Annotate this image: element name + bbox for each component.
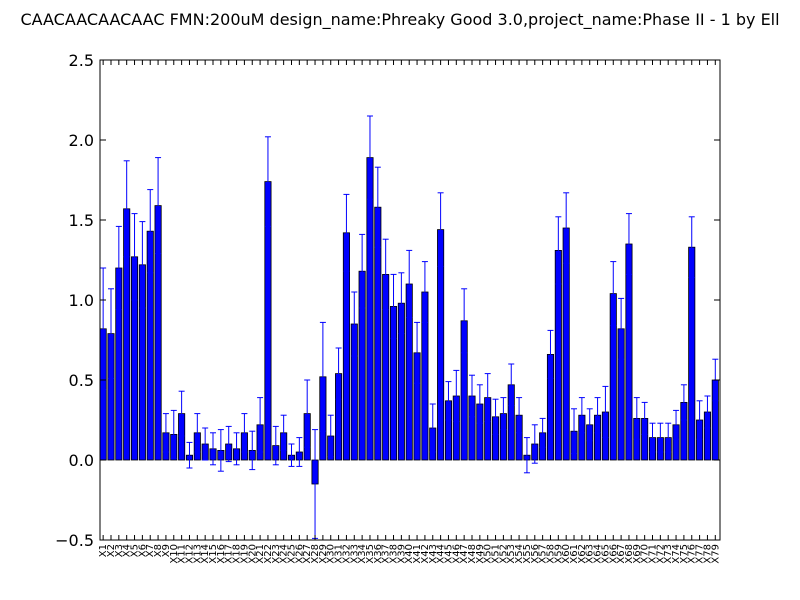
xtick-label: X15 xyxy=(208,544,219,564)
xtick-label: X39 xyxy=(396,544,407,564)
xtick-label: X34 xyxy=(357,544,368,564)
xtick-label: X7 xyxy=(145,544,156,557)
xtick-label: X52 xyxy=(498,544,509,564)
y-axis: −0.5 0.0 0.5 1.0 1.5 2.0 2.5 xyxy=(55,51,720,550)
xtick-label: X9 xyxy=(161,544,172,557)
xtick-label: X64 xyxy=(593,544,604,564)
xtick-label: X6 xyxy=(137,544,148,557)
xtick-label: X75 xyxy=(679,544,690,564)
xtick-label: X5 xyxy=(130,544,141,557)
xtick-label: X74 xyxy=(671,544,682,564)
xtick-label: X50 xyxy=(483,544,494,564)
xtick-label: X27 xyxy=(302,544,313,564)
xtick-label: X10 xyxy=(169,544,180,564)
xtick-label: X1 xyxy=(98,544,109,557)
xtick-label: X35 xyxy=(365,544,376,564)
xtick-label: X42 xyxy=(420,544,431,564)
xtick-label: X59 xyxy=(553,544,564,564)
xtick-label: X51 xyxy=(491,544,502,564)
xtick-label: X57 xyxy=(538,544,549,564)
ytick-label: 2.5 xyxy=(69,51,94,70)
xtick-label: X46 xyxy=(451,544,462,564)
xtick-label: X2 xyxy=(106,544,117,557)
xtick-label: X37 xyxy=(381,544,392,564)
xtick-label: X25 xyxy=(286,544,297,564)
xtick-label: X19 xyxy=(239,544,250,564)
xtick-label: X69 xyxy=(632,544,643,564)
xtick-label: X76 xyxy=(687,544,698,564)
xtick-label: X24 xyxy=(279,544,290,564)
ytick-label: 0.5 xyxy=(69,371,94,390)
xtick-label: X3 xyxy=(114,544,125,557)
xtick-label: X62 xyxy=(577,544,588,564)
xtick-label: X72 xyxy=(655,544,666,564)
xtick-label: X38 xyxy=(389,544,400,564)
xtick-label: X49 xyxy=(475,544,486,564)
xtick-label: X4 xyxy=(122,544,133,557)
xtick-label: X33 xyxy=(349,544,360,564)
ytick-label: 1.0 xyxy=(69,291,94,310)
xtick-label: X73 xyxy=(663,544,674,564)
xtick-label: X48 xyxy=(467,544,478,564)
xtick-label: X32 xyxy=(341,544,352,564)
xtick-label: X12 xyxy=(184,544,195,564)
xtick-label: X79 xyxy=(710,544,721,564)
xtick-label: X60 xyxy=(561,544,572,564)
xtick-label: X56 xyxy=(530,544,541,564)
bars-layer xyxy=(99,157,719,485)
bar-X35 xyxy=(366,157,374,461)
xtick-label: X65 xyxy=(600,544,611,564)
xtick-label: X36 xyxy=(373,544,384,564)
errorbars-layer xyxy=(100,115,719,539)
xtick-label: X77 xyxy=(695,544,706,564)
xtick-label: X68 xyxy=(624,544,635,564)
xtick-label: X30 xyxy=(326,544,337,564)
ytick-label: −0.5 xyxy=(55,531,94,550)
bar-X68 xyxy=(625,243,633,461)
xtick-label: X54 xyxy=(514,544,525,564)
xtick-label: X11 xyxy=(177,544,188,564)
chart-title: CAACAACAACAAC FMN:200uM design_name:Phre… xyxy=(20,10,779,30)
xtick-label: X23 xyxy=(271,544,282,564)
xtick-label: X26 xyxy=(294,544,305,564)
xtick-label: X44 xyxy=(436,544,447,564)
xtick-label: X8 xyxy=(153,544,164,557)
xtick-label: X14 xyxy=(200,544,211,564)
xtick-label: X43 xyxy=(428,544,439,564)
plot-frame xyxy=(99,59,721,541)
xtick-label: X55 xyxy=(522,544,533,564)
xtick-label: X63 xyxy=(585,544,596,564)
ytick-label: 0.0 xyxy=(69,451,94,470)
xtick-label: X78 xyxy=(702,544,713,564)
xtick-label: X28 xyxy=(310,544,321,564)
x-axis: X1X2X3X4X5X6X7X8X9X10X11X12X13X14X15X16X… xyxy=(98,60,721,564)
ytick-label: 1.5 xyxy=(69,211,94,230)
xtick-label: X53 xyxy=(506,544,517,564)
xtick-label: X16 xyxy=(216,544,227,564)
xtick-label: X18 xyxy=(232,544,243,564)
xtick-label: X20 xyxy=(247,544,258,564)
xtick-label: X66 xyxy=(608,544,619,564)
xtick-label: X58 xyxy=(545,544,556,564)
xtick-label: X71 xyxy=(648,544,659,564)
xtick-label: X17 xyxy=(224,544,235,564)
xtick-label: X22 xyxy=(263,544,274,564)
xtick-label: X21 xyxy=(255,544,266,564)
xtick-label: X31 xyxy=(334,544,345,564)
xtick-label: X67 xyxy=(616,544,627,564)
xtick-label: X47 xyxy=(459,544,470,564)
xtick-label: X45 xyxy=(443,544,454,564)
bar-X76 xyxy=(688,246,696,461)
xtick-label: X40 xyxy=(404,544,415,564)
ytick-label: 2.0 xyxy=(69,131,94,150)
xtick-label: X70 xyxy=(640,544,651,564)
xtick-label: X13 xyxy=(192,544,203,564)
xtick-label: X41 xyxy=(412,544,423,564)
xtick-label: X61 xyxy=(569,544,580,564)
xtick-label: X29 xyxy=(318,544,329,564)
